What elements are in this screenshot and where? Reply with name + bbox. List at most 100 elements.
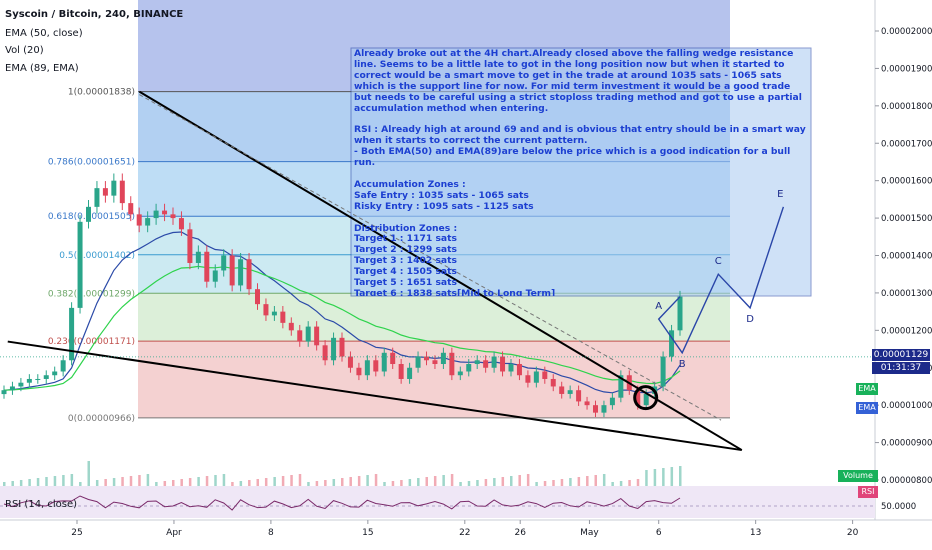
candle-body [153, 210, 159, 219]
candle-body [9, 386, 15, 391]
current-price-tag: 0.00001129 [872, 349, 930, 361]
x-tick-label: 25 [71, 528, 82, 538]
candle-body [77, 221, 83, 308]
candle-body [440, 352, 446, 365]
candle-body [364, 360, 370, 376]
volume-bar [569, 478, 572, 486]
candle-body [407, 367, 413, 379]
candle-body [102, 188, 108, 196]
volume-bar [628, 480, 631, 486]
candle-body [119, 180, 125, 204]
volume-bar [222, 474, 226, 486]
candle-body [128, 203, 134, 215]
volume-bar [112, 478, 116, 486]
y-tick-label: 0.00000900 [881, 439, 932, 449]
candle-body [424, 356, 429, 361]
x-tick-label: May [580, 528, 599, 538]
volume-bar [315, 481, 319, 486]
volume-bar [45, 477, 48, 486]
volume-bar [467, 481, 471, 486]
candle-body [584, 401, 590, 406]
volume-bar [535, 482, 538, 486]
volume-bar [163, 481, 167, 486]
rsi-line [3, 495, 681, 511]
candle-body [618, 375, 624, 398]
candle-body [356, 367, 362, 376]
volume-bar [552, 480, 555, 486]
volume-bar [3, 482, 6, 486]
volume-bar [408, 479, 412, 486]
projection-label-a: A [655, 301, 662, 312]
candle-body [601, 405, 607, 413]
x-tick-label: 8 [268, 528, 274, 538]
candle-body [322, 345, 328, 361]
ema89-legend[interactable]: EMA (89, EMA) [5, 63, 79, 74]
fib-level-label: 0.618(0.00001505) [48, 212, 135, 222]
candle-body [381, 352, 387, 372]
fib-level-label: 0.382(0.00001299) [48, 289, 135, 299]
volume-bar [594, 475, 597, 486]
fib-zone-band [138, 293, 730, 342]
candle-body [18, 382, 24, 387]
candle-body [432, 360, 438, 365]
rsi-badge: RSI [858, 486, 878, 498]
volume-bar [374, 474, 378, 486]
volume-badge: Volume [838, 470, 878, 482]
x-tick-label: Apr [166, 528, 182, 538]
annotation-note[interactable]: Already broke out at the 4H chart.Alread… [354, 48, 806, 296]
candle-body [170, 214, 176, 219]
volume-bar [324, 480, 327, 486]
candle-body [550, 378, 556, 387]
volume-bar [662, 468, 665, 486]
candle-body [542, 371, 548, 379]
candle-body [390, 352, 396, 365]
ema-badge-blue: EMA [856, 402, 878, 414]
candle-body [500, 356, 506, 372]
volume-bar [129, 476, 133, 486]
volume-bar [476, 480, 479, 486]
candle-body [86, 206, 91, 222]
volume-bar [281, 476, 285, 486]
volume-bar [526, 474, 530, 486]
fib-level-label: 0.5(0.00001402) [59, 251, 135, 261]
candle-body [533, 371, 539, 383]
volume-bar [205, 476, 209, 486]
volume-bar [214, 475, 217, 486]
volume-bar [273, 477, 276, 486]
y-tick-label: 0.00001300 [881, 289, 932, 299]
candle-body [145, 218, 151, 226]
ema50-legend[interactable]: EMA (50, close) [5, 28, 83, 39]
volume-bar [510, 476, 513, 486]
y-tick-label: 0.00001200 [881, 326, 932, 336]
vol-legend[interactable]: Vol (20) [5, 45, 44, 56]
projection-path [657, 206, 785, 355]
candle-body [466, 364, 472, 372]
projection-label-d: D [746, 314, 754, 325]
volume-bar [155, 482, 158, 486]
y-tick-label: 0.00001500 [881, 214, 932, 224]
candle-body [373, 360, 379, 372]
breakout-circle [633, 385, 659, 411]
candle-body [26, 378, 32, 383]
candle-body [609, 397, 615, 406]
candle-body [516, 364, 522, 376]
volume-bar [450, 474, 454, 486]
fib-level-label: 0(0.00000966) [68, 414, 135, 424]
volume-bar [62, 475, 65, 486]
volume-bar [197, 477, 200, 486]
ema89-line [3, 265, 681, 391]
candle-body [314, 326, 320, 346]
volume-bar [188, 478, 192, 486]
x-tick-label: 20 [847, 528, 859, 538]
volume-bar [87, 461, 90, 486]
candle-body [635, 390, 641, 406]
rsi-legend[interactable]: RSI (14, close) [5, 499, 78, 510]
volume-bar [264, 478, 268, 486]
volume-bar [391, 481, 395, 486]
candle-body [297, 330, 303, 342]
dashed-trendline [139, 94, 722, 421]
volume-bar [11, 481, 14, 486]
candle-body [178, 218, 184, 230]
volume-bar [425, 477, 428, 486]
